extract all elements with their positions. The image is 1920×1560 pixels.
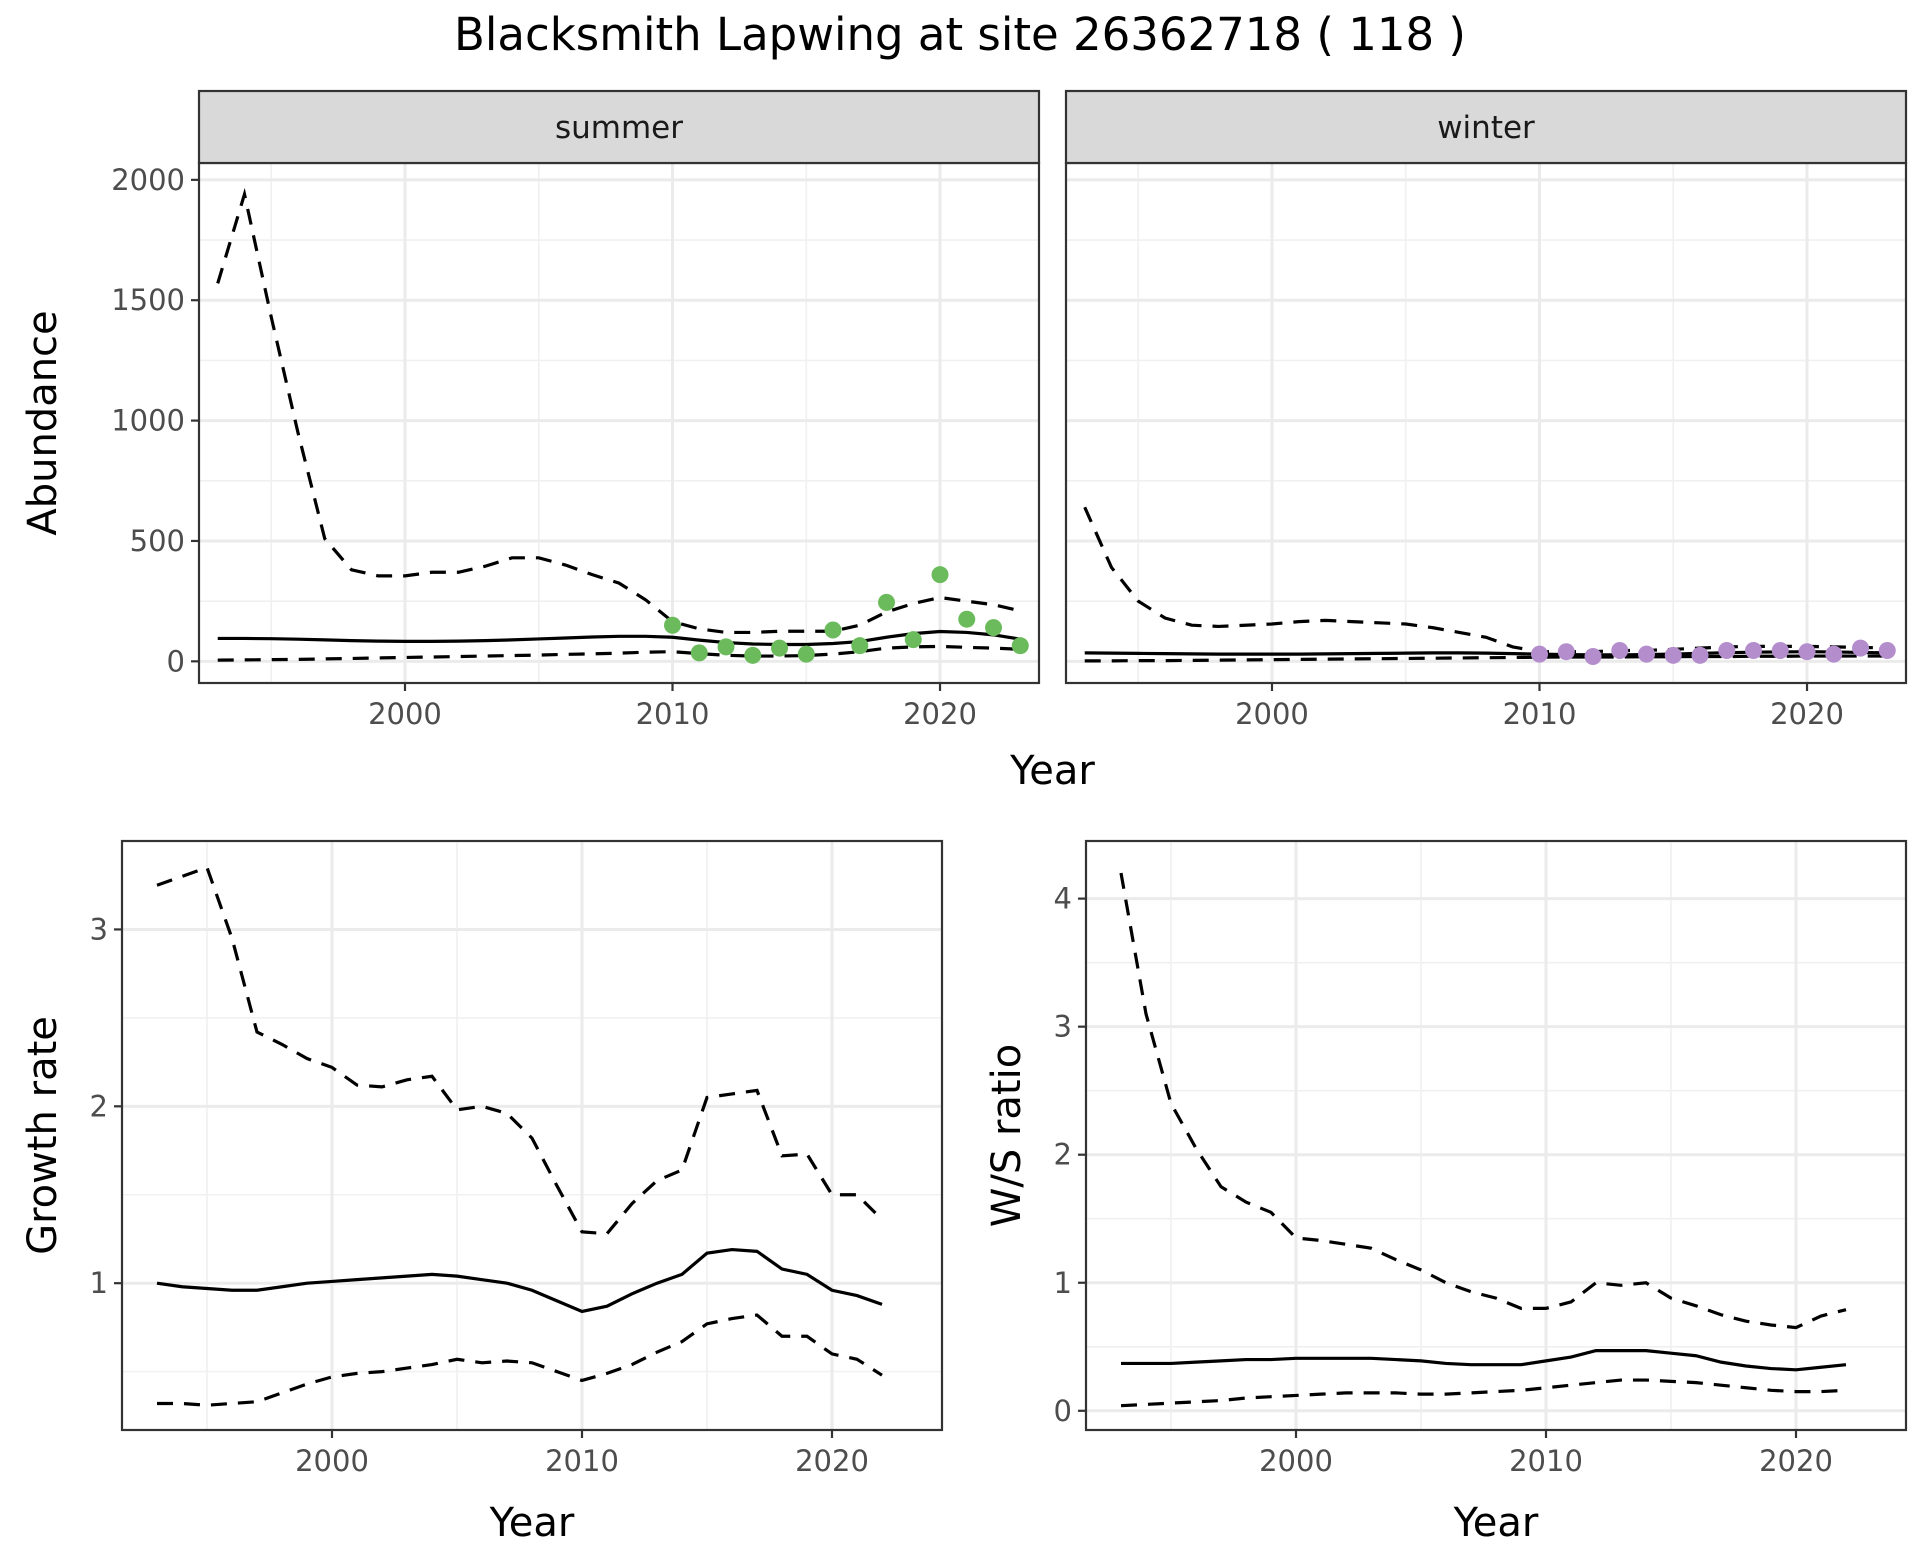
figure-title: Blacksmith Lapwing at site 26362718 ( 11… — [454, 8, 1466, 61]
x-axis-title: Year — [1009, 748, 1095, 794]
data-point — [1611, 642, 1629, 659]
panel-border — [120, 839, 944, 1432]
y-tick-label: 2 — [90, 1089, 108, 1123]
x-tick-label: 2020 — [903, 697, 977, 731]
data-point — [1011, 637, 1029, 655]
upper-bound-line — [156, 865, 884, 1236]
y-tick-label: 1500 — [111, 283, 185, 317]
y-axis-title: Growth rate — [20, 1016, 66, 1255]
x-tick-label: 2010 — [636, 697, 710, 731]
x-tick-label: 2000 — [368, 697, 442, 731]
x-tick-label: 2010 — [1503, 697, 1577, 731]
data-point — [904, 631, 922, 649]
x-tick-label: 2020 — [795, 1444, 869, 1478]
data-point — [931, 566, 949, 584]
y-tick-label: 3 — [1054, 1010, 1072, 1044]
data-point — [664, 616, 682, 634]
data-point — [1825, 645, 1843, 663]
y-tick-label: 3 — [90, 912, 108, 946]
data-point — [1878, 642, 1896, 659]
facet-strip — [197, 89, 1041, 165]
lower-bound-line — [157, 1313, 883, 1407]
data-point — [1664, 646, 1682, 664]
mean-line — [156, 1247, 883, 1314]
panel-border — [1084, 839, 1908, 1432]
upper-bound-line — [216, 187, 1021, 635]
data-point — [958, 610, 976, 628]
x-axis-title: Year — [489, 1500, 575, 1546]
data-point — [1691, 646, 1709, 664]
data-point — [1745, 642, 1763, 659]
panel-background — [199, 163, 1039, 683]
y-tick-label: 2 — [1054, 1138, 1072, 1172]
y-axis-title: Abundance — [20, 310, 66, 535]
facet-strip-label: winter — [1437, 110, 1535, 146]
mean-line — [1121, 1349, 1847, 1372]
data-point — [717, 638, 735, 656]
data-point — [851, 637, 869, 655]
data-point — [1852, 639, 1870, 657]
panel-background — [122, 841, 942, 1430]
panel-background — [1086, 841, 1906, 1430]
data-point — [1531, 645, 1549, 663]
y-tick-label: 1 — [90, 1266, 108, 1300]
y-tick-label: 4 — [1054, 882, 1072, 916]
data-point — [824, 621, 842, 639]
data-point — [771, 639, 789, 657]
panel-background — [1066, 163, 1906, 683]
x-axis-title: Year — [1453, 1500, 1539, 1546]
data-point — [1718, 642, 1736, 659]
data-point — [744, 646, 762, 664]
y-tick-label: 1 — [1054, 1266, 1072, 1300]
y-tick-label: 2000 — [111, 163, 185, 197]
data-point — [985, 619, 1003, 637]
data-point — [1638, 645, 1656, 663]
y-tick-label: 500 — [130, 524, 185, 558]
y-tick-label: 0 — [1054, 1394, 1072, 1428]
data-point — [1771, 642, 1789, 659]
facet-strip-label: summer — [555, 110, 683, 146]
data-point — [878, 593, 896, 611]
y-axis-title: W/S ratio — [984, 1044, 1030, 1227]
y-tick-label: 1000 — [111, 404, 185, 438]
x-tick-label: 2010 — [1509, 1444, 1583, 1478]
x-tick-label: 2000 — [1259, 1444, 1333, 1478]
x-tick-label: 2010 — [545, 1444, 619, 1478]
data-point — [690, 644, 708, 662]
x-tick-label: 2020 — [1759, 1444, 1833, 1478]
y-tick-label: 0 — [167, 644, 185, 678]
lower-bound-line — [1120, 1378, 1847, 1408]
data-point — [1798, 643, 1816, 661]
panel-growth-rate: 1 2 3 2000 2010 2020 — [90, 839, 944, 1478]
data-point — [1557, 643, 1575, 661]
x-tick-label: 2000 — [1235, 697, 1309, 731]
panel-abundance-winter: 2000 2010 2020 winter — [1064, 89, 1908, 731]
data-point — [797, 645, 815, 663]
x-tick-label: 2020 — [1770, 697, 1844, 731]
upper-bound-line — [1119, 872, 1847, 1330]
mean-line — [217, 629, 1021, 647]
panel-abundance-summer: 0 500 1000 1500 2000 2000 2010 2020 summer — [111, 89, 1041, 731]
x-tick-label: 2000 — [295, 1444, 369, 1478]
panel-ws-ratio: 0 1 2 3 4 2000 2010 2020 — [1054, 839, 1908, 1478]
data-point — [1584, 648, 1602, 666]
facet-strip — [1064, 89, 1908, 165]
